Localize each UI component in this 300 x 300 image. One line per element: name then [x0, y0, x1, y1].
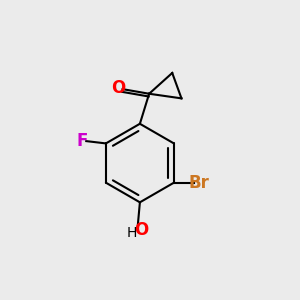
Text: Br: Br	[188, 174, 209, 192]
Text: O: O	[135, 220, 149, 238]
Text: F: F	[76, 132, 88, 150]
Text: O: O	[111, 79, 125, 97]
Text: H: H	[127, 226, 137, 240]
